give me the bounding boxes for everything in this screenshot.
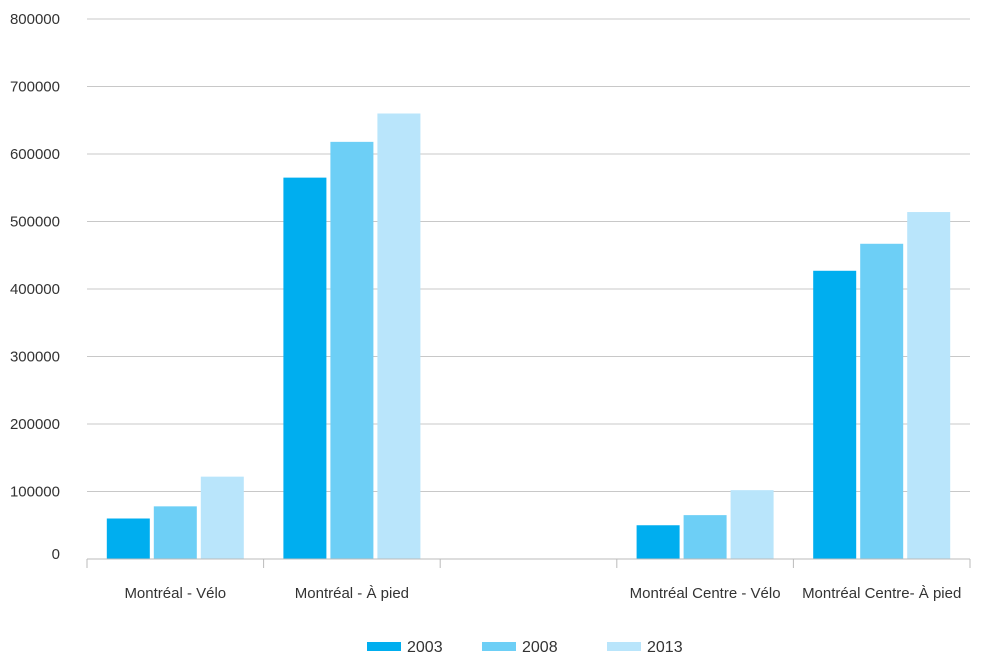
x-axis [86,558,971,568]
legend-label: 2003 [407,639,443,656]
legend-label: 2013 [647,639,683,656]
category-label: Montréal Centre- À pied [802,585,961,602]
bar [730,490,774,559]
legend: 2003 2008 2013 [367,639,683,656]
y-tick-label: 400000 [10,281,60,298]
bars [106,113,951,560]
bar [153,506,197,559]
legend-label: 2008 [522,639,558,656]
y-tick-label: 600000 [10,146,60,163]
bar [377,113,421,559]
y-tick-label: 100000 [10,484,60,501]
y-tick-label: 0 [52,546,60,563]
bar [813,270,857,559]
bar [283,177,327,559]
y-tick-label: 500000 [10,214,60,231]
legend-swatch [482,642,516,651]
category-labels: Montréal - Vélo Montréal - À pied Montréal… [124,585,961,602]
grid-lines [87,18,970,492]
y-tick-label: 700000 [10,79,60,96]
y-tick-label: 800000 [10,11,60,28]
bar [200,476,244,559]
bar [636,525,680,559]
category-label: Montréal - À pied [295,585,409,602]
bar [330,141,374,559]
y-tick-label: 200000 [10,416,60,433]
legend-swatch [367,642,401,651]
bar [907,212,951,560]
legend-swatch [607,642,641,651]
bar [860,243,904,559]
y-tick-label: 300000 [10,349,60,366]
y-axis-tick-labels: 0 100000 200000 300000 400000 500000 600000 700… [10,11,60,563]
bar [106,518,150,559]
bar [683,515,727,559]
category-label: Montréal Centre - Vélo [630,585,781,602]
category-label: Montréal - Vélo [124,585,226,602]
